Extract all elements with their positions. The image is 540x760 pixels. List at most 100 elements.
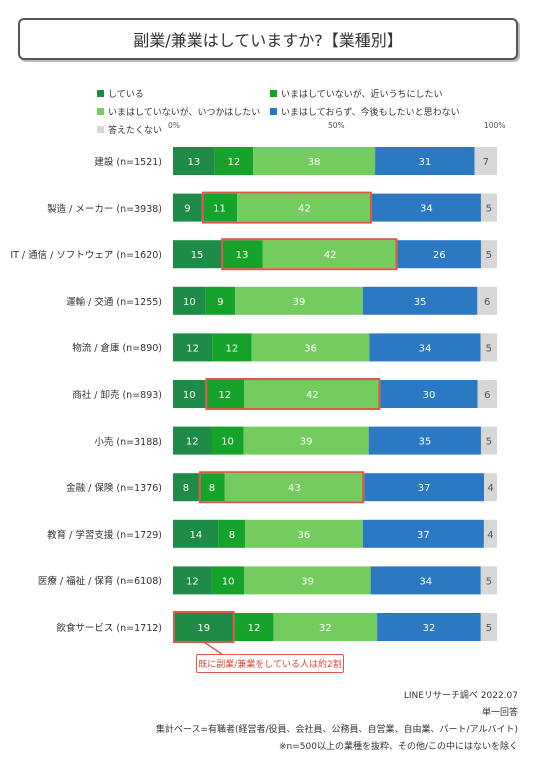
bar-segment	[214, 147, 254, 175]
bar-segment	[173, 473, 199, 502]
bar-segment	[484, 473, 497, 502]
bar-value-label: 42	[306, 390, 319, 401]
bar-segment	[244, 380, 381, 408]
bar-value-label: 37	[418, 483, 431, 494]
category-label: 教育 / 学習支援 (n=1729)	[47, 529, 162, 541]
category-label: 商社 / 卸売 (n=893)	[72, 390, 162, 401]
bar-value-label: 5	[486, 623, 492, 634]
bar-value-label: 9	[184, 204, 190, 215]
legend-swatch-soon	[270, 90, 277, 97]
highlight-box	[201, 191, 372, 224]
bar-segment	[243, 426, 369, 455]
legend-item-doing: している	[97, 87, 144, 100]
category-label: 物流 / 倉庫 (n=890)	[72, 343, 162, 355]
bar-value-label: 36	[304, 343, 317, 354]
category-label: 建設 (n=1521)	[94, 157, 162, 168]
bar-value-label: 5	[486, 250, 492, 261]
bar-segment	[371, 193, 481, 222]
bar-value-label: 14	[190, 530, 203, 541]
bar-segment	[234, 613, 274, 641]
bar-value-label: 12	[248, 623, 261, 634]
bar-segment	[474, 147, 497, 175]
bar-segment	[480, 426, 497, 455]
callout-note: 既に副業/兼業をしている人は約2割	[196, 654, 344, 673]
bar-segment	[362, 286, 478, 315]
bar-value-label: 13	[236, 250, 249, 261]
bar-value-label: 26	[433, 250, 446, 261]
bar-value-label: 13	[187, 157, 200, 168]
bar-segment	[211, 426, 244, 455]
bar-segment	[253, 147, 376, 175]
bar-value-label: 15	[191, 250, 204, 261]
category-label: IT / 通信 / ソフトウェア (n=1620)	[10, 250, 162, 262]
legend-label-soon: いまはしていないが、近いうちにしたい	[281, 90, 443, 100]
bar-segment	[368, 426, 481, 455]
bar-value-label: 12	[228, 157, 241, 168]
bar-segment	[364, 473, 485, 502]
category-label: 製造 / メーカー (n=3938)	[47, 203, 162, 215]
bar-segment	[380, 380, 478, 408]
bar-segment	[173, 519, 219, 548]
legend-label-na: 答えたくない	[108, 126, 163, 136]
bar-segment	[244, 566, 371, 595]
bar-segment	[235, 286, 363, 315]
category-label: 金融 / 保険 (n=1376)	[66, 483, 162, 495]
bar-segment	[221, 240, 263, 269]
bar-value-label: 38	[308, 157, 321, 168]
bar-value-label: 34	[420, 204, 433, 215]
axis-tick-50: 50%	[328, 121, 345, 130]
bar-value-label: 37	[417, 530, 430, 541]
legend-item-soon: いまはしていないが、近いうちにしたい	[270, 87, 443, 100]
axis-tick-0: 0%	[168, 121, 180, 130]
highlight-box	[198, 471, 365, 504]
bar-segment	[173, 426, 212, 455]
legend-label-someday: いまはしていないが、いつかはしたい	[108, 108, 261, 118]
highlight-box	[221, 238, 398, 271]
bar-value-label: 42	[298, 204, 311, 215]
bar-value-label: 11	[213, 204, 226, 215]
bar-value-label: 34	[419, 343, 432, 354]
category-label: 医療 / 福祉 / 保育 (n=6108)	[37, 576, 162, 588]
legend-label-doing: している	[108, 90, 144, 100]
bar-segment	[218, 519, 245, 548]
highlight-box	[205, 378, 381, 410]
axis-tick-100: 100%	[484, 121, 506, 130]
bar-value-label: 43	[288, 483, 301, 494]
bar-segment	[245, 519, 363, 548]
bar-value-label: 5	[486, 204, 492, 215]
bar-value-label: 10	[221, 437, 234, 448]
bar-value-label: 9	[217, 297, 223, 308]
bar-value-label: 4	[487, 530, 493, 541]
bar-segment	[251, 333, 370, 362]
bar-segment	[237, 193, 372, 222]
bar-value-label: 10	[183, 390, 196, 401]
bar-segment	[173, 193, 202, 222]
bar-value-label: 39	[301, 576, 314, 587]
source-note: LINEリサーチ調べ 2022.07	[403, 691, 518, 701]
bar-value-label: 42	[324, 250, 337, 261]
bar-value-label: 31	[418, 157, 431, 168]
category-label: 飲食サービス (n=1712)	[56, 623, 162, 634]
footnote: ※n=500以上の業種を抜粋、その他/この中にはないを除く	[279, 742, 518, 752]
bar-value-label: 7	[483, 157, 489, 168]
bar-value-label: 32	[423, 623, 436, 634]
bar-value-label: 19	[197, 623, 210, 634]
bar-segment	[173, 613, 235, 641]
bar-value-label: 12	[226, 343, 239, 354]
bar-value-label: 30	[423, 390, 436, 401]
bar-value-label: 36	[298, 530, 311, 541]
chart-title: 副業/兼業はしていますか?【業種別】	[18, 18, 518, 60]
legend-swatch-na	[97, 126, 104, 133]
bar-value-label: 12	[186, 437, 199, 448]
bar-value-label: 12	[186, 576, 199, 587]
bar-segment	[477, 286, 497, 315]
bar-segment	[224, 473, 365, 502]
bar-segment	[480, 193, 497, 222]
answer-type-note: 単一回答	[481, 708, 518, 718]
bar-segment	[480, 240, 497, 269]
bar-value-label: 34	[419, 576, 432, 587]
bar-value-label: 8	[209, 483, 215, 494]
category-label: 小売 (n=3188)	[94, 436, 162, 448]
bar-segment	[397, 240, 481, 269]
bar-segment	[369, 333, 481, 362]
